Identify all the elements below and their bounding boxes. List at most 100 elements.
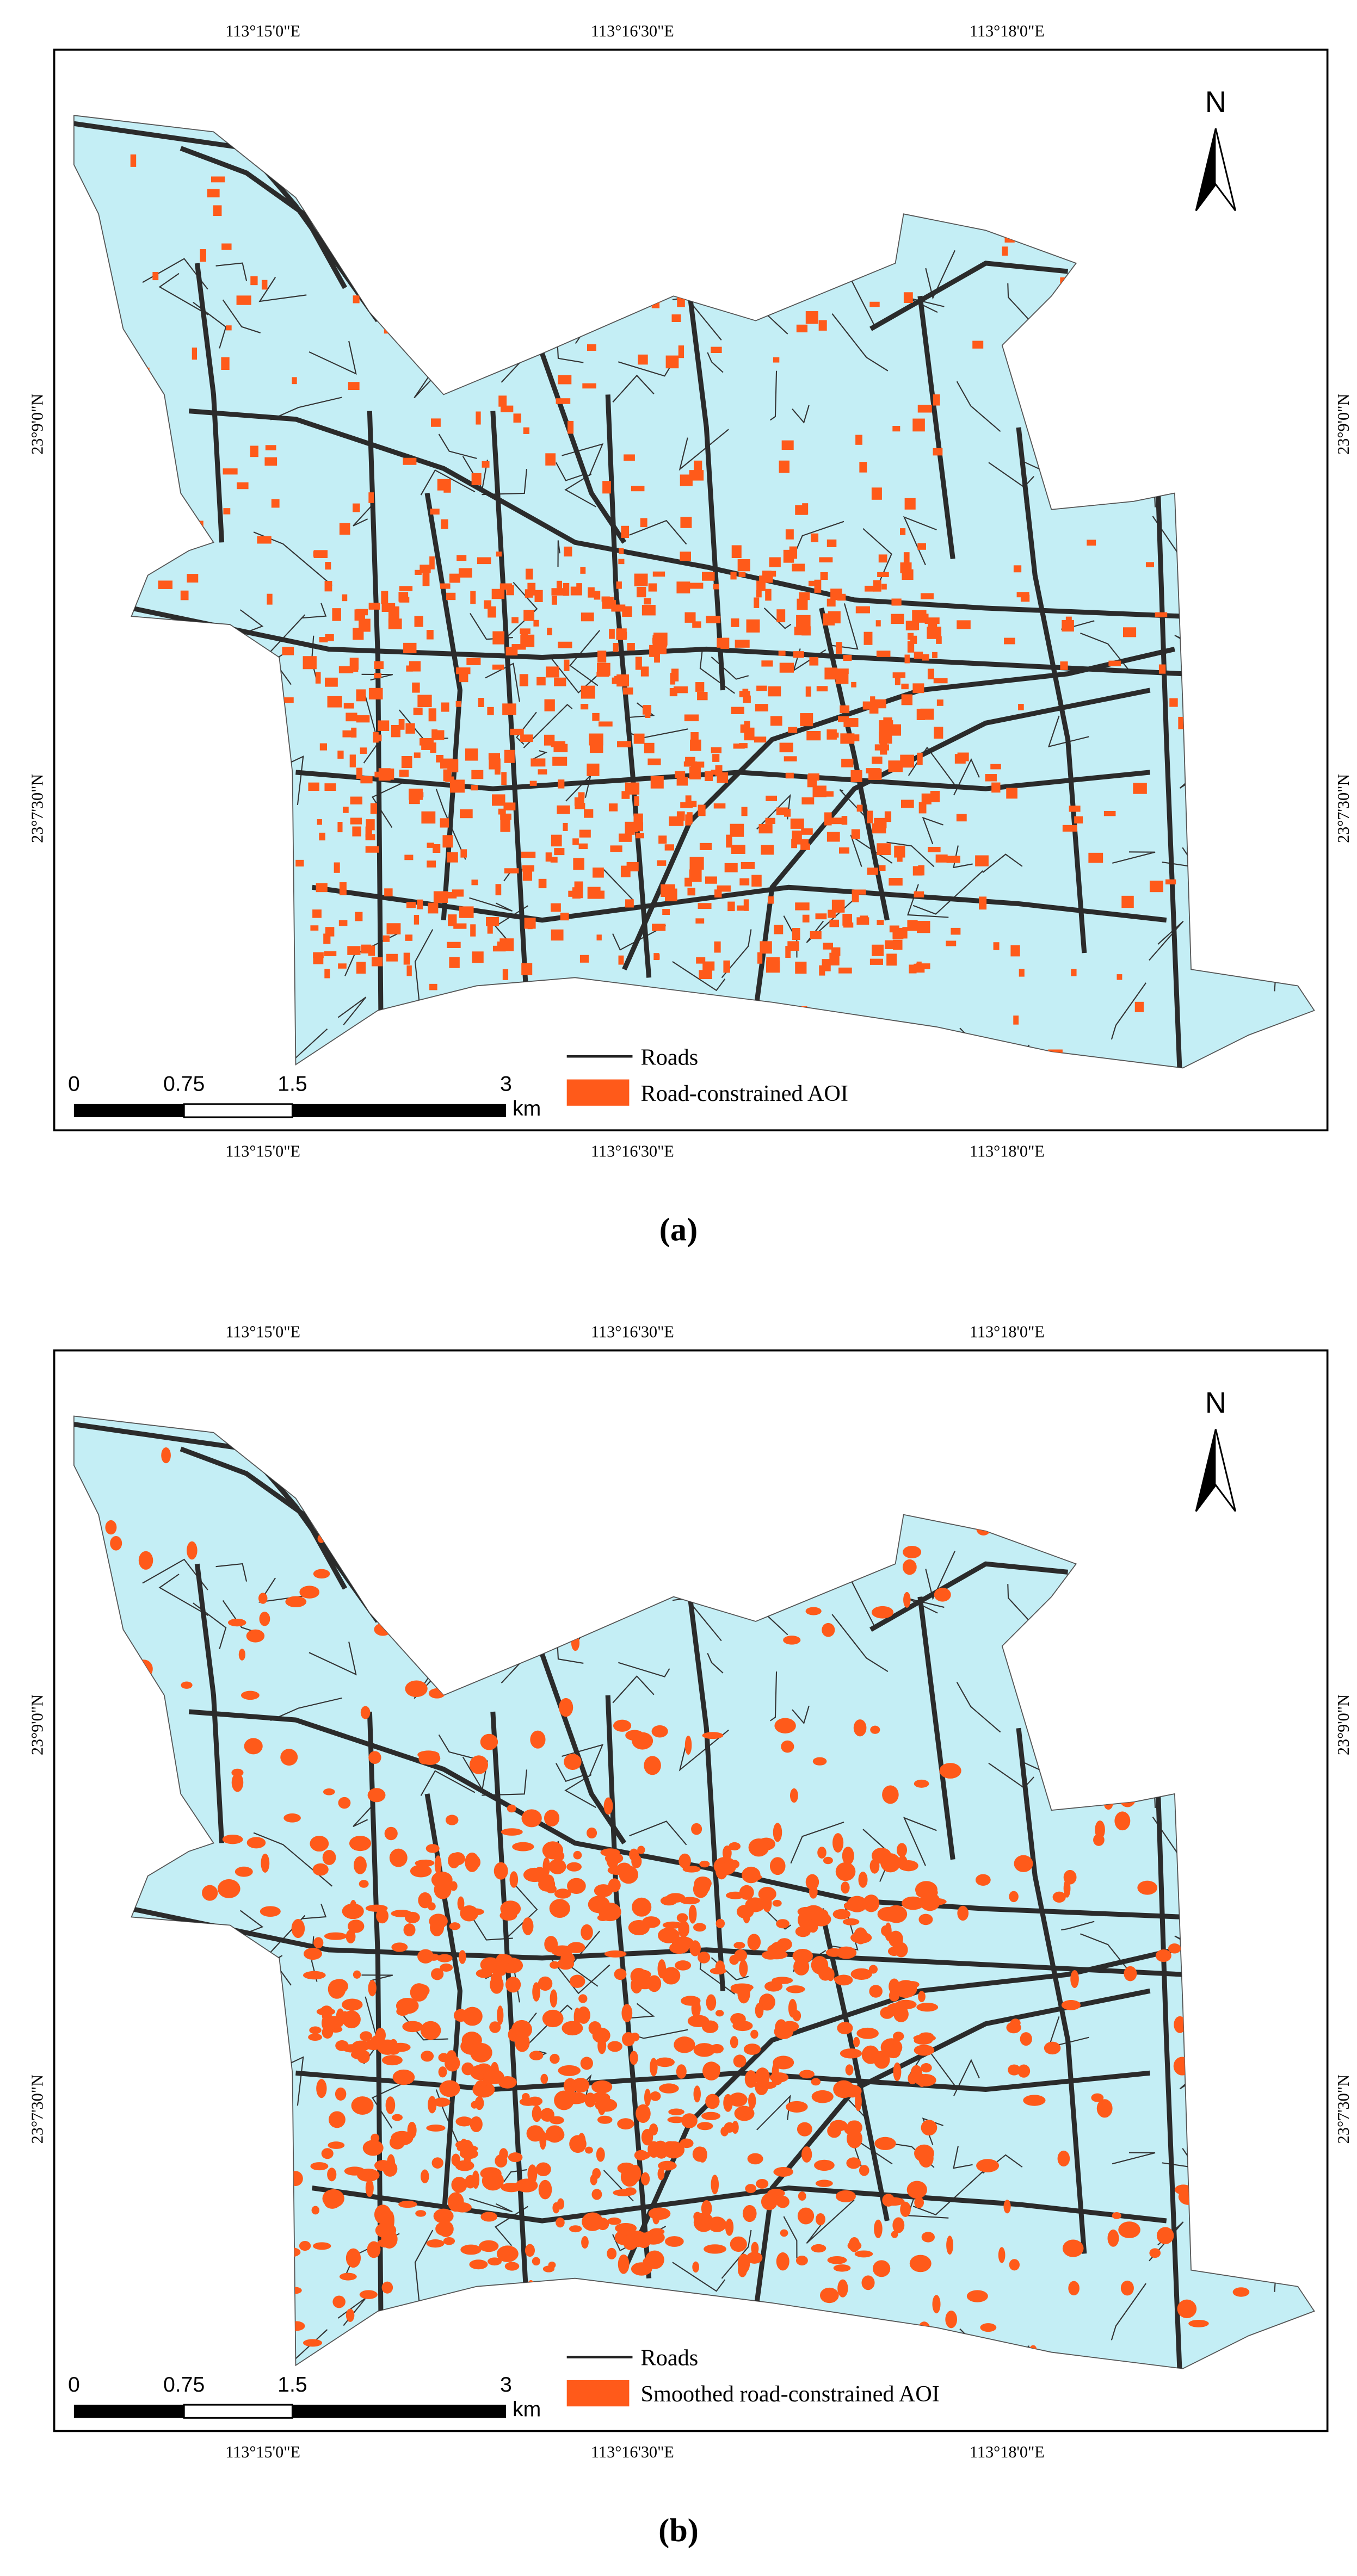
aoi-patch <box>687 888 695 896</box>
minor-road <box>922 816 943 845</box>
minor-road <box>831 1614 889 1673</box>
aoi-patch <box>820 572 828 580</box>
minor-road <box>372 2083 403 2129</box>
aoi-patch <box>850 770 862 783</box>
scale-bar <box>73 1104 184 1117</box>
aoi-patch <box>1137 1880 1157 1895</box>
aoi-patch <box>338 1797 351 1809</box>
aoi-patch <box>649 2228 665 2236</box>
aoi-patch <box>729 2092 748 2107</box>
minor-road <box>239 1910 264 1933</box>
aoi-patch <box>384 888 393 897</box>
aoi-patch <box>889 1978 900 1995</box>
aoi-patch <box>933 678 948 684</box>
aoi-patch <box>914 2045 935 2056</box>
aoi-patch <box>779 460 789 473</box>
aoi-patch <box>689 470 704 481</box>
minor-road <box>756 2094 791 2131</box>
aoi-patch <box>538 2179 552 2200</box>
aoi-patch <box>260 1906 281 1917</box>
aoi-patch <box>348 1919 365 1933</box>
aoi-patch <box>338 963 347 969</box>
aoi-patch <box>482 461 490 468</box>
scale-label: 0.75 <box>163 2373 205 2397</box>
minor-road <box>301 603 327 619</box>
aoi-patch <box>699 843 712 850</box>
aoi-patch <box>696 957 706 964</box>
aoi-patch <box>477 557 491 565</box>
aoi-patch <box>812 1757 827 1766</box>
aoi-patch <box>760 941 772 954</box>
minor-road <box>953 758 980 796</box>
aoi-patch <box>676 2064 687 2079</box>
aoi-patch <box>1070 1970 1079 1988</box>
aoi-patch <box>498 808 506 815</box>
aoi-patch <box>392 2069 415 2085</box>
map-panel: 113°15'0"E 113°16'30"E 113°18'0"E 113°15'0"… <box>28 22 1353 1248</box>
aoi-patch <box>321 2148 334 2159</box>
minor-road <box>721 929 752 979</box>
aoi-patch <box>202 1885 218 1901</box>
minor-road <box>420 469 476 496</box>
aoi-patch <box>616 581 622 589</box>
aoi-patch <box>698 903 712 909</box>
aoi-patch <box>557 805 570 814</box>
aoi-patch <box>765 818 775 824</box>
aoi-patch <box>530 1730 546 1749</box>
aoi-patch <box>551 929 564 941</box>
minor-road <box>301 1903 327 1919</box>
aoi-patch <box>769 1857 786 1875</box>
minor-road <box>158 1574 209 1617</box>
aoi-patch <box>376 734 382 741</box>
aoi-patch <box>739 1959 748 1978</box>
aoi-patch <box>635 1901 650 1914</box>
aoi-patch <box>312 909 322 918</box>
aoi-patch <box>631 1854 642 1868</box>
aoi-patch <box>525 2244 535 2257</box>
aoi-patch <box>811 1956 829 1974</box>
aoi-patch <box>460 809 473 819</box>
minor-road <box>372 782 403 828</box>
aoi-patch <box>447 942 461 948</box>
aoi-patch <box>689 766 701 779</box>
aoi-patch <box>313 550 328 558</box>
aoi-patch <box>560 912 569 921</box>
aoi-patch <box>367 2241 381 2258</box>
aoi-patch <box>535 2162 551 2177</box>
aoi-patch <box>904 1981 920 1989</box>
aoi-patch <box>511 644 526 650</box>
aoi-patch <box>791 839 798 849</box>
aoi-patch <box>525 568 533 580</box>
aoi-patch <box>405 934 413 941</box>
aoi-patch <box>550 1989 558 2008</box>
minor-road <box>618 361 670 377</box>
aoi-patch <box>838 967 852 974</box>
aoi-patch <box>904 654 910 664</box>
aoi-patch <box>375 2028 386 2043</box>
aoi-patch <box>863 1894 880 1912</box>
aoi-patch <box>1062 2239 1084 2257</box>
aoi-patch <box>207 189 220 197</box>
aoi-patch <box>903 552 910 564</box>
aoi-patch <box>581 612 594 622</box>
aoi-patch <box>750 2029 758 2039</box>
aoi-patch <box>852 889 866 895</box>
aoi-patch <box>928 623 937 629</box>
aoi-patch <box>404 1911 420 1923</box>
aoi-patch <box>627 643 635 651</box>
aoi-patch <box>342 1903 364 1919</box>
aoi-patch <box>802 914 810 922</box>
aoi-patch <box>725 2218 734 2236</box>
aoi-patch <box>596 2147 605 2162</box>
aoi-patch <box>758 1886 776 1902</box>
aoi-patch <box>308 782 319 791</box>
aoi-patch <box>792 1949 813 1964</box>
aoi-patch <box>446 592 456 600</box>
aoi-patch <box>339 523 350 535</box>
aoi-patch <box>353 503 360 512</box>
aoi-patch <box>643 705 652 715</box>
aoi-patch <box>650 2091 661 2101</box>
longitude-label: 113°16'30"E <box>591 1142 674 1160</box>
aoi-patch <box>914 617 920 630</box>
aoi-patch <box>835 1862 856 1881</box>
